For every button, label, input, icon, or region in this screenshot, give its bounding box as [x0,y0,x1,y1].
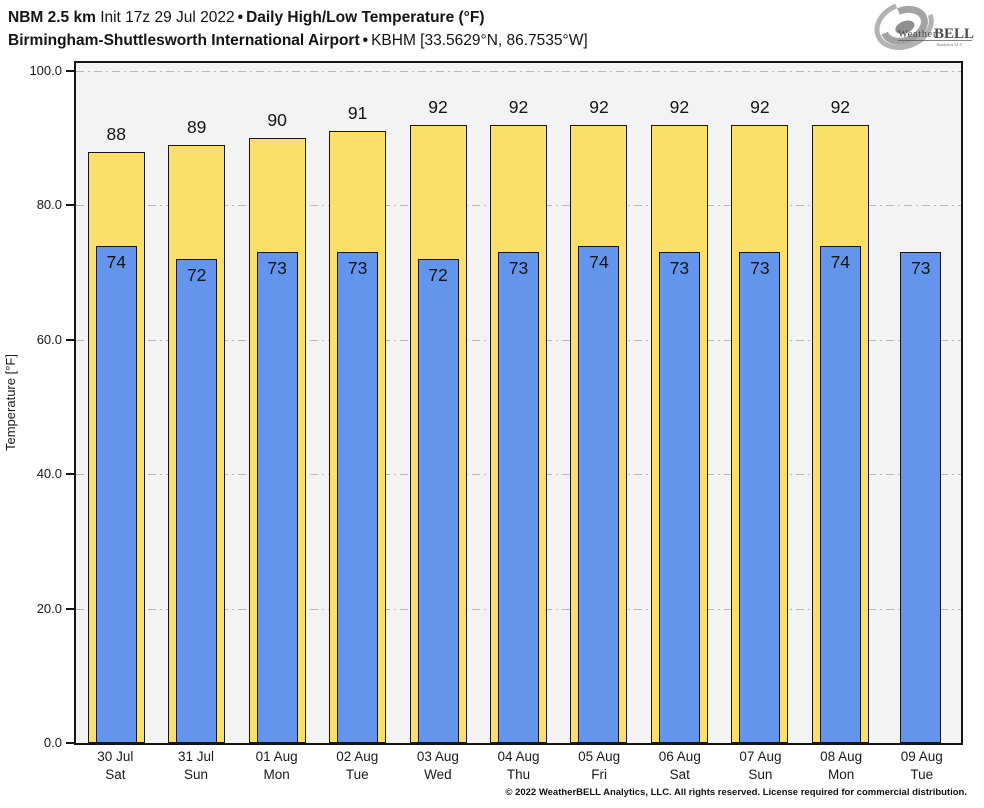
chart-header: NBM 2.5 km Init 17z 29 Jul 2022 • Daily Hi… [8,6,588,52]
title-line-1: NBM 2.5 km Init 17z 29 Jul 2022 • Daily Hi… [8,6,588,29]
logo-text-analytics: Analytics LLC [936,42,963,47]
x-axis-label: 09 Aug Tue [881,748,962,784]
y-tick-label: 60.0 [36,331,62,347]
low-bar [578,245,620,743]
x-axis-label: 30 Jul Sat [75,748,156,784]
high-value-label: 92 [508,96,529,117]
x-axis: 30 Jul Sat 31 Jul Sun 01 Aug Mon 02 Aug Tue 03 A… [75,748,962,784]
low-value-label: 73 [911,258,931,279]
y-tick-mark [66,473,75,476]
low-value-label: 72 [428,265,448,286]
x-axis-day: Wed [424,767,452,782]
low-value-label: 74 [589,251,609,272]
x-axis-day: Tue [345,767,369,782]
y-tick-mark [66,338,75,341]
x-axis-date: 31 Jul [177,749,214,764]
x-axis-date: 01 Aug [255,749,298,764]
low-value-label: 73 [508,258,529,279]
high-value-label: 89 [186,116,207,137]
low-bar [176,259,218,743]
low-bar [417,259,459,743]
x-axis-label: 08 Aug Mon [801,748,882,784]
logo-text-bell: BELL [934,26,974,42]
x-axis-day: Thu [506,767,531,782]
y-axis: 0.0 20.0 40.0 60.0 80.0 100.0 [0,63,75,750]
low-value-label: 74 [830,251,851,272]
high-value-label: 92 [750,96,770,117]
x-axis-date: 06 Aug [658,749,701,764]
low-bar [900,252,942,743]
x-axis-day: Tue [910,767,934,782]
x-axis-label: 05 Aug Fri [559,748,640,784]
model-name: NBM 2.5 km [8,9,96,26]
high-value-label: 92 [589,96,609,117]
x-axis-day: Sat [105,767,126,782]
high-value-label: 88 [106,123,126,144]
x-axis-day: Sat [669,767,690,782]
y-tick-label: 0.0 [43,735,62,750]
plot-area: 88 74 89 72 90 73 91 73 92 72 92 73 92 74 92 73 92 73 92 74… [76,63,961,743]
x-axis-day: Fri [591,767,608,782]
x-axis-label: 07 Aug Sun [720,748,801,784]
y-tick-mark [66,607,75,610]
y-tick-mark [66,742,75,744]
y-tick-label: 80.0 [36,197,62,213]
x-axis-date: 02 Aug [336,749,379,764]
low-bar [498,252,539,743]
low-value-label: 74 [106,251,126,272]
x-axis-date: 08 Aug [820,749,863,764]
y-tick-label: 40.0 [36,466,62,482]
x-axis-date: 09 Aug [900,749,943,764]
x-axis-label: 02 Aug Tue [317,748,398,784]
logo-text-weather: Weather [898,29,937,40]
low-bar [658,252,700,743]
x-axis-day: Mon [827,767,855,782]
low-bar [256,252,298,743]
high-value-label: 91 [347,103,368,124]
x-axis-date: 04 Aug [497,749,540,764]
x-axis-label: 06 Aug Sat [639,748,720,784]
low-value-label: 72 [186,265,207,286]
y-tick-label: 20.0 [36,600,62,616]
low-value-label: 73 [669,258,690,279]
gridline [76,71,961,72]
title-line-2: Birmingham-Shuttlesworth International A… [8,29,588,52]
high-value-label: 90 [267,110,287,131]
y-tick-label: 100.0 [29,63,62,78]
low-bar [819,245,861,743]
bullet-separator: • [362,32,369,49]
product-title: Daily High/Low Temperature (°F) [246,9,485,26]
location-name: Birmingham-Shuttlesworth International A… [8,32,360,49]
x-axis-date: 03 Aug [416,749,459,764]
x-axis-label: 04 Aug Thu [478,748,559,784]
weatherbell-logo: Weather BELL Analytics LLC [874,3,974,50]
x-axis-day: Mon [263,767,290,782]
high-value-label: 92 [669,96,690,117]
low-bar [337,252,379,743]
y-tick-mark [66,70,75,72]
x-axis-label: 03 Aug Wed [398,748,479,784]
bullet-separator: • [237,9,244,26]
swirl-icon [874,3,934,50]
low-value-label: 73 [267,258,287,279]
high-value-label: 92 [428,96,448,117]
x-axis-label: 31 Jul Sun [156,748,237,784]
copyright-notice: © 2022 WeatherBELL Analytics, LLC. All r… [505,787,967,798]
init-label: Init 17z 29 Jul 2022 [100,9,235,26]
low-bar [739,252,781,743]
low-bar [95,245,137,743]
x-axis-day: Sun [748,767,773,782]
station-coordinates: KBHM [33.5629°N, 86.7535°W] [371,32,588,49]
x-axis-date: 05 Aug [578,749,621,764]
low-value-label: 73 [347,258,368,279]
high-value-label: 92 [830,96,851,117]
x-axis-day: Sun [183,767,208,782]
x-axis-date: 07 Aug [739,749,782,764]
low-value-label: 73 [750,258,770,279]
x-axis-label: 01 Aug Mon [236,748,317,784]
x-axis-date: 30 Jul [97,749,134,764]
y-tick-mark [66,204,75,207]
